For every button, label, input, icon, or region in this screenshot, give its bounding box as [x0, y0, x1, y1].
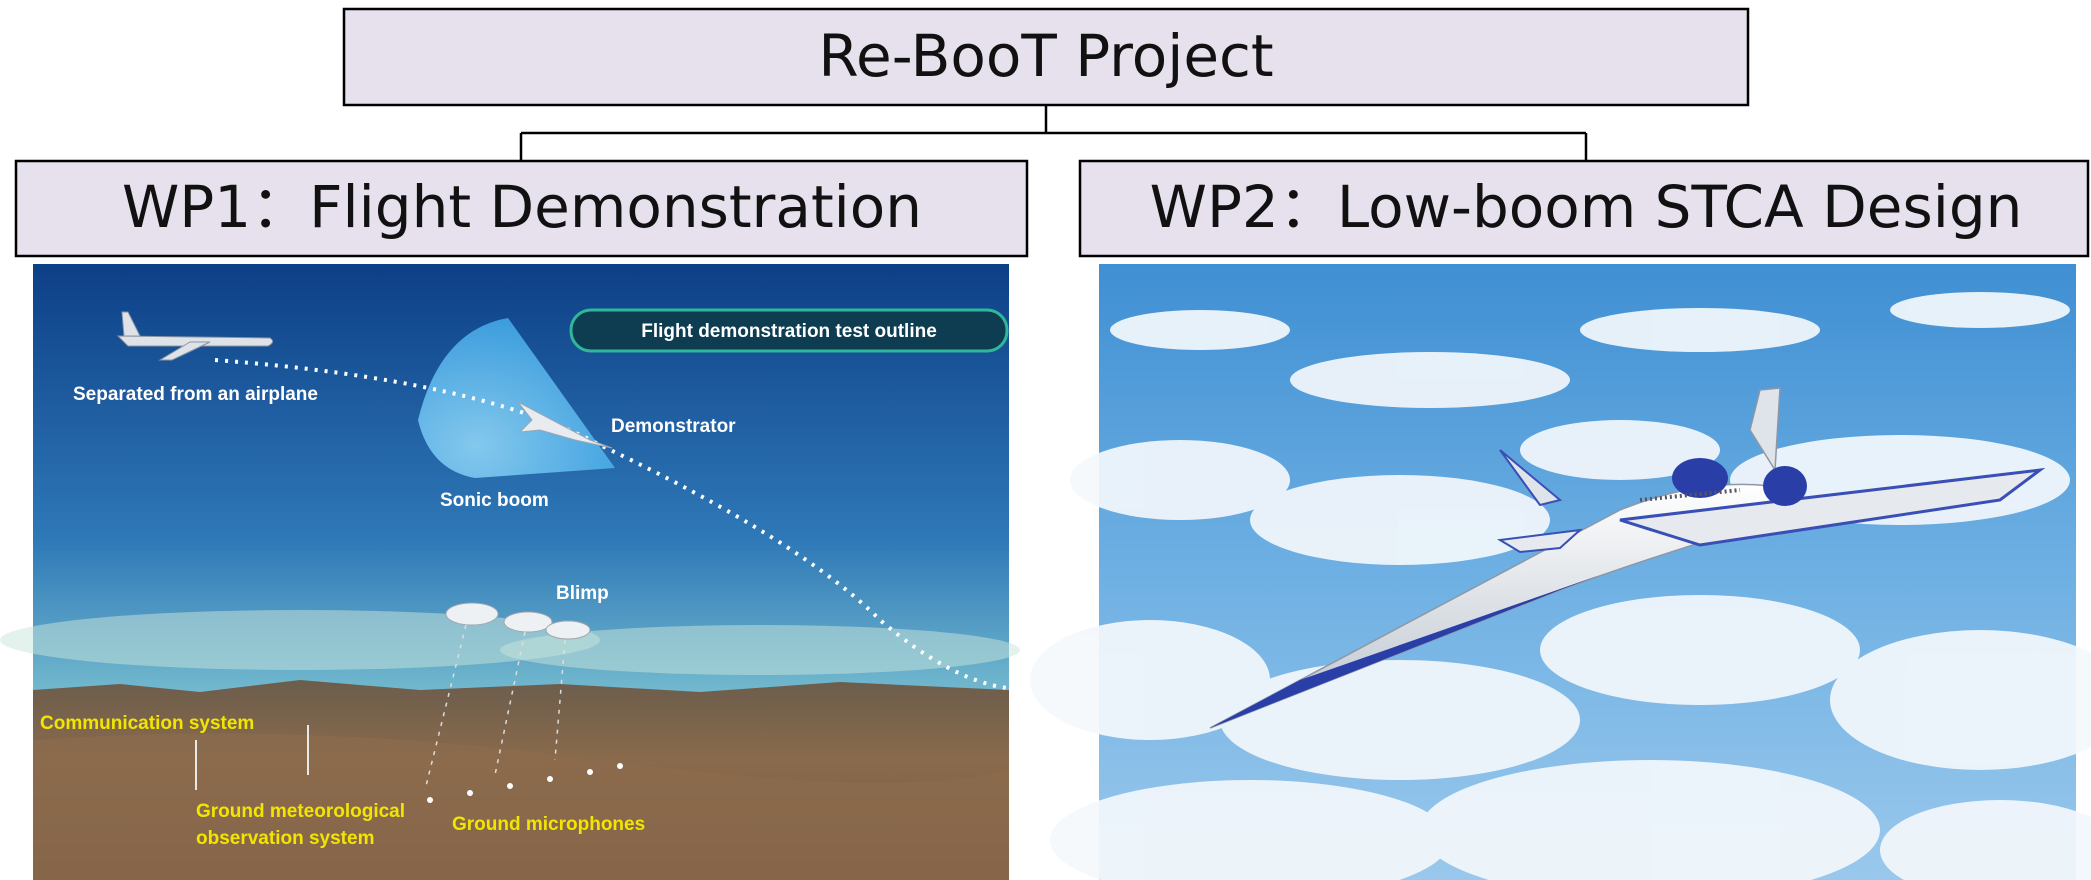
illustration-heading: Flight demonstration test outline	[641, 321, 937, 342]
label-meteorological: observation system	[196, 828, 374, 849]
label-microphones: Ground microphones	[452, 814, 645, 835]
connector	[521, 105, 1586, 161]
flight-demo-illustration: Flight demonstration test outline Separa…	[0, 264, 1020, 880]
project-title: Re-BooT Project	[818, 22, 1273, 90]
stca-illustration	[1030, 264, 2091, 880]
label-demonstrator: Demonstrator	[611, 416, 736, 437]
wp1-title: WP1：Flight Demonstration	[122, 173, 922, 241]
label-communication: Communication system	[40, 713, 254, 734]
wp2-title: WP2：Low-boom STCA Design	[1150, 173, 2023, 241]
label-meteorological: Ground meteorological	[196, 801, 405, 822]
label-sonic-boom: Sonic boom	[440, 490, 549, 511]
label-separated: Separated from an airplane	[73, 384, 318, 405]
diagram: Re-BooT Project WP1：Flight Demonstration…	[0, 0, 2091, 880]
label-blimp: Blimp	[556, 583, 609, 604]
